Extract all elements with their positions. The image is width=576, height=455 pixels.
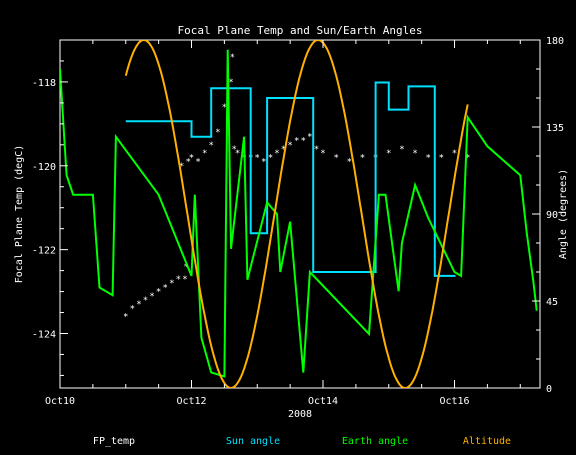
y-axis-label-right: Angle (degrees) <box>558 169 569 259</box>
y-right-tick-label: 135 <box>546 123 564 134</box>
fp-temp-point: * <box>412 149 417 159</box>
fp-temp-point: * <box>320 149 325 159</box>
axis-layer: Oct10 Oct12 Oct14 Oct16 -118 -120 -122 -124 180 1… <box>32 36 564 407</box>
fp-temp-point: * <box>156 288 161 298</box>
fp-temp-point: * <box>333 153 338 163</box>
fp-temp-point: * <box>143 296 148 306</box>
y-left-tick-label: -124 <box>32 329 56 340</box>
series-sun-angle <box>125 81 456 277</box>
plot-layer: ** * * * * * * * *** ** ********* * * * * * * * * * * ** * * * * *… <box>60 40 538 388</box>
fp-temp-point: * <box>176 275 181 285</box>
fp-temp-point: * <box>235 149 240 159</box>
fp-temp-point: * <box>314 145 319 155</box>
legend-item: Altitude <box>463 436 511 447</box>
fp-temp-point: * <box>360 153 365 163</box>
y-right-tick-label: 90 <box>546 210 558 221</box>
fp-temp-point: * <box>228 78 233 88</box>
y-left-tick-label: -118 <box>32 78 56 89</box>
fp-temp-point: * <box>347 158 352 168</box>
fp-temp-point: * <box>130 304 135 314</box>
fp-temp-point: * <box>386 149 391 159</box>
fp-temp-point: * <box>162 283 167 293</box>
fp-temp-point: * <box>209 141 214 151</box>
series-fp-temp: ** * * * * * * * *** ** ********* * * * * * * * * * * ** * * * * *… <box>123 53 470 323</box>
fp-temp-point: * <box>426 153 431 163</box>
x-tick-label: Oct12 <box>176 396 206 407</box>
fp-temp-point: * <box>439 153 444 163</box>
x-tick-label: Oct14 <box>308 396 338 407</box>
series-altitude <box>124 40 469 388</box>
fp-temp-point: * <box>149 292 154 302</box>
y-right-tick-label: 0 <box>546 384 552 395</box>
fp-temp-point: * <box>182 275 187 285</box>
fp-temp-point: * <box>123 313 128 323</box>
fp-temp-point: * <box>215 128 220 138</box>
series-earth-angle <box>60 49 538 378</box>
fp-temp-point: * <box>399 145 404 155</box>
fp-temp-point: * <box>287 141 292 151</box>
y-left-tick-label: -120 <box>32 162 56 173</box>
fp-temp-point: * <box>281 145 286 155</box>
fp-temp-point: * <box>261 158 266 168</box>
y-right-tick-label: 180 <box>546 36 564 47</box>
fp-temp-point: * <box>222 103 227 113</box>
legend-item: FP_temp <box>93 436 135 447</box>
y-axis-label-left: Focal Plane Temp (degC) <box>14 145 25 283</box>
fp-temp-point: * <box>186 158 191 168</box>
fp-temp-point: * <box>294 137 299 147</box>
fp-temp-point: * <box>230 53 235 63</box>
fp-temp-point: * <box>274 149 279 159</box>
series-group: ** * * * * * * * *** ** ********* * * * * * * * * * * ** * * * * *… <box>60 40 538 388</box>
y-left-tick-label: -122 <box>32 246 56 257</box>
y-right-tick-label: 45 <box>546 297 558 308</box>
x-tick-label: Oct10 <box>45 396 75 407</box>
x-tick-label: Oct16 <box>439 396 469 407</box>
fp-temp-point: * <box>184 262 189 272</box>
x-axis-label: 2008 <box>288 409 312 420</box>
fp-temp-point: * <box>232 145 237 155</box>
fp-temp-point: * <box>268 153 273 163</box>
fp-temp-point: * <box>179 162 184 172</box>
fp-temp-point: * <box>189 153 194 163</box>
fp-temp-point: * <box>169 279 174 289</box>
fp-temp-point: * <box>195 158 200 168</box>
legend: FP_temp Sun angle Earth angle Altitude <box>93 436 511 447</box>
fp-temp-point: * <box>301 137 306 147</box>
chart-title: Focal Plane Temp and Sun/Earth Angles <box>177 24 422 37</box>
fp-temp-point: * <box>452 149 457 159</box>
fp-temp-point: * <box>202 149 207 159</box>
fp-temp-point: * <box>465 153 470 163</box>
legend-item: Sun angle <box>226 436 280 447</box>
fp-temp-point: * <box>255 153 260 163</box>
fp-temp-point: * <box>307 132 312 142</box>
legend-item: Earth angle <box>342 436 408 447</box>
fp-temp-point: * <box>136 300 141 310</box>
